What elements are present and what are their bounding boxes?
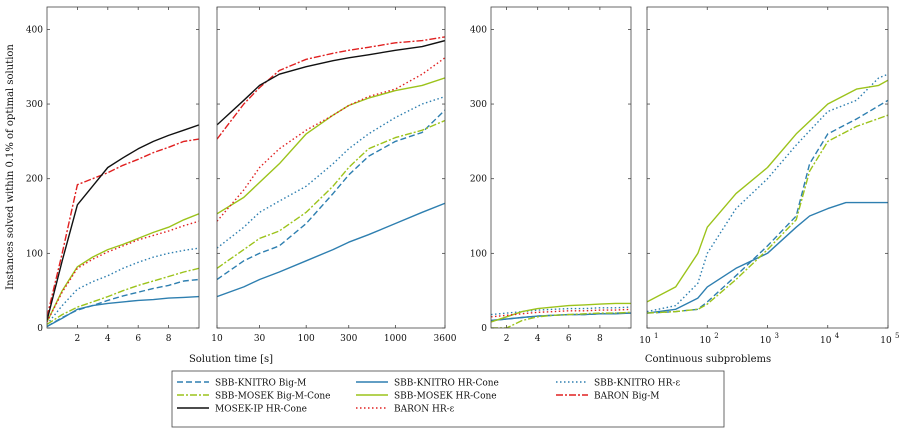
x-tick-label: 10 [700,336,712,346]
series-line-baron_hreps [47,220,199,323]
legend-label-sbbk_hrcone: SBB-KNITRO HR-Cone [394,379,499,389]
panel-subproblems-log: 10 1 10 2 10 3 10 4 10 5 [639,6,899,346]
x-tick-label: 300 [340,334,357,344]
series-line-sbbk_bigm [217,109,445,281]
legend-label-mosekip_hrcone: MOSEK-IP HR-Cone [215,405,307,415]
x-axis-label-subproblems: Continuous subproblems [645,354,771,365]
series-line-sbbk_hreps [491,306,631,316]
x-tick-label: 3600 [434,334,457,344]
y-tick-label: 100 [470,249,487,259]
y-tick-label: 400 [470,25,487,35]
series-line-sbbm_hrcone [47,213,199,323]
x-tick-label: 8 [597,334,603,344]
series-line-sbbm_hrcone [491,302,631,323]
x-axis-label-time: Solution time [s] [189,354,273,365]
series-line-sbbm_bigmcone [491,311,631,328]
x-tick-label: 4 [105,334,111,344]
series-line-sbbk_bigm [47,278,199,328]
series-line-mosekip_hrcone [47,124,199,321]
y-axis-label: Instances solved within 0.1% of optimal … [5,44,16,290]
series-line-sbbk_bigm [647,99,888,314]
legend-label-sbbk_bigm: SBB-KNITRO Big-M [215,379,306,389]
x-tick-exponent: 5 [895,332,899,340]
legend-label-baron_bigm: BARON Big-M [594,392,660,402]
x-tick-label: 10 [760,336,772,346]
plot-frame [490,6,632,329]
series-line-sbbk_hrcone [647,201,888,314]
y-tick-label: 200 [470,175,487,185]
x-tick-label: 6 [135,334,141,344]
x-tick-label: 10 [880,336,892,346]
y-tick-label: 300 [470,100,487,110]
x-tick-exponent: 4 [835,332,840,340]
panel-time-linear: 0 100 200 300 400 2 4 6 8 [26,6,200,344]
y-tick-label: 400 [26,25,43,35]
x-tick-label: 8 [166,334,172,344]
series-line-sbbm_hrcone [647,79,888,303]
x-tick-label: 10 [820,336,832,346]
series-line-baron_bigm [217,36,445,140]
y-tick-label: 0 [481,324,487,334]
x-tick-exponent: 1 [654,332,658,340]
series-line-sbbk_hreps [217,95,445,249]
series-line-sbbk_hreps [47,247,199,325]
legend-label-sbbm_bigmcone: SBB-MOSEK Big-M-Cone [215,392,331,402]
x-tick-label: 10 [211,334,223,344]
legend-label-sbbk_hreps: SBB-KNITRO HR-ε [594,379,680,389]
legend-label-sbbm_hrcone: SBB-MOSEK HR-Cone [394,392,497,402]
series-line-sbbk_hreps [647,73,888,313]
y-tick-label: 0 [37,324,43,334]
x-tick-label: 10 [639,336,651,346]
panel-time-log: 10 30 100 300 1000 3600 [211,6,457,344]
y-tick-label: 100 [26,249,43,259]
x-tick-label: 1000 [384,334,407,344]
series-line-mosekip_hrcone [217,39,445,126]
legend: SBB-KNITRO Big-M SBB-KNITRO HR-Cone SBB-KN… [171,370,725,428]
x-tick-label: 100 [298,334,315,344]
series-line-baron_hreps [491,308,631,318]
x-tick-exponent: 3 [775,332,779,340]
plot-frame [46,6,200,329]
series-line-sbbm_bigmcone [47,267,199,325]
series-line-sbbm_hrcone [217,77,445,215]
x-tick-label: 4 [535,334,541,344]
series-line-sbbk_hrcone [217,202,445,298]
x-tick-label: 2 [504,334,510,344]
x-tick-label: 30 [254,334,266,344]
series-line-sbbm_bigmcone [647,114,888,314]
legend-label-baron_hreps: BARON HR-ε [394,405,455,415]
panel-subproblems-linear: 0 100 200 300 400 2 4 6 8 [470,6,632,344]
x-tick-label: 2 [75,334,81,344]
plot-frame [216,6,446,329]
series-line-baron_bigm [47,138,199,317]
series-line-sbbk_hrcone [47,295,199,328]
x-tick-exponent: 2 [714,332,718,340]
y-tick-label: 300 [26,100,43,110]
series-line-baron_hreps [217,57,445,222]
series-line-sbbm_bigmcone [217,119,445,269]
y-tick-label: 200 [26,175,43,185]
x-tick-label: 6 [566,334,572,344]
legend-box [171,370,725,428]
